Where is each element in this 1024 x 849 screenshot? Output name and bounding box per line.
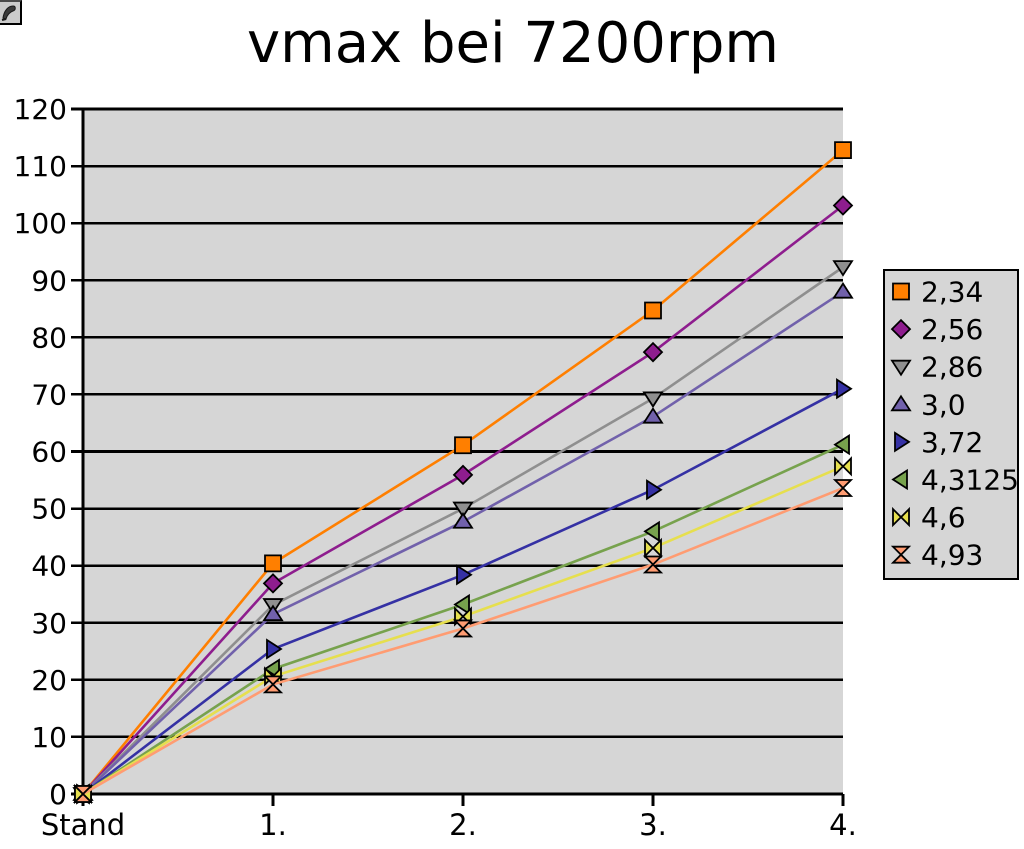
data-point-marker-4,3125 — [643, 520, 660, 543]
x-axis-label: 3. — [639, 808, 667, 842]
data-point-marker-4,93 — [832, 479, 854, 497]
y-axis-label: 80 — [31, 321, 67, 354]
legend-item-label: 2,86 — [921, 351, 983, 384]
data-point-marker-3,0 — [262, 604, 284, 622]
data-point-marker-2,86 — [452, 501, 474, 519]
data-point-marker-2,34 — [644, 301, 662, 320]
y-axis-label: 30 — [31, 607, 67, 640]
y-axis-label: 60 — [31, 436, 67, 469]
data-point-marker-4,93 — [452, 619, 474, 638]
data-point-marker-3,72 — [456, 564, 473, 586]
data-point-marker-4,93 — [642, 555, 664, 574]
legend-item: 4,93 — [890, 539, 983, 572]
x-axis-label: 2. — [449, 808, 477, 842]
legend-item-label: 3,0 — [921, 388, 966, 421]
data-point-marker-4,6 — [834, 456, 852, 477]
legend-item: 4,6 — [892, 501, 966, 534]
data-point-marker-2,86 — [642, 391, 664, 409]
y-axis-label: 100 — [14, 207, 67, 240]
data-point-marker-4,93 — [262, 675, 284, 694]
data-point-marker-4,3125 — [833, 434, 850, 456]
broken-image-icon — [0, 0, 22, 25]
y-axis-label: 50 — [31, 493, 67, 526]
legend-item-label: 4,3125 — [921, 464, 1019, 497]
legend-marker-square-icon — [892, 282, 910, 301]
legend-marker-hourglass-icon — [890, 545, 912, 564]
data-point-marker-2,34 — [454, 436, 472, 455]
x-axis-label: 4. — [829, 808, 857, 842]
x-axis-label: Stand — [41, 808, 125, 842]
data-point-marker-4,6 — [644, 537, 662, 559]
y-axis-label: 110 — [14, 150, 67, 183]
legend-item-label: 2,34 — [921, 276, 983, 309]
legend-item-label: 4,93 — [921, 539, 983, 572]
y-axis-label: 70 — [31, 378, 67, 411]
legend-marker-diamond-icon — [890, 318, 912, 340]
legend-item: 3,0 — [890, 388, 966, 421]
data-point-marker-2,56 — [262, 573, 284, 594]
legend-marker-bowtie-icon — [892, 506, 910, 528]
data-point-marker-3,72 — [646, 479, 663, 501]
y-axis-label: 10 — [31, 721, 67, 754]
legend-marker-triangle-down-icon — [890, 359, 912, 377]
data-point-marker-3,0 — [832, 282, 854, 299]
legend-item-label: 4,6 — [921, 501, 966, 534]
data-point-marker-2,56 — [832, 195, 854, 216]
data-point-marker-2,86 — [832, 260, 854, 277]
y-axis-label: 40 — [31, 550, 67, 583]
data-point-marker-2,56 — [452, 464, 474, 486]
legend-item: 2,34 — [892, 276, 983, 309]
legend-box — [882, 268, 1020, 581]
data-point-marker-3,0 — [452, 512, 474, 529]
data-point-marker-4,3125 — [453, 593, 470, 616]
legend-item: 3,72 — [894, 426, 983, 459]
data-point-marker-4,93 — [72, 785, 94, 803]
y-axis-label: 20 — [31, 664, 67, 697]
data-point-marker-2,34 — [264, 554, 282, 573]
legend-item: 2,86 — [890, 351, 983, 384]
data-point-marker-3,72 — [836, 378, 853, 400]
legend-item: 4,3125 — [891, 464, 1019, 497]
legend-item: 2,56 — [890, 313, 983, 346]
data-point-marker-3,72 — [266, 638, 283, 660]
data-point-marker-2,56 — [642, 341, 664, 363]
legend-item-label: 3,72 — [921, 426, 983, 459]
chart-title: vmax bei 7200rpm — [247, 11, 779, 76]
data-point-marker-3,0 — [642, 407, 664, 424]
x-axis-label: 1. — [259, 808, 287, 842]
legend-item-label: 2,56 — [921, 313, 983, 346]
y-axis-label: 90 — [31, 264, 67, 297]
legend-marker-triangle-up-icon — [890, 394, 912, 412]
data-point-marker-2,34 — [834, 141, 852, 160]
y-axis-label: 0 — [49, 778, 67, 811]
legend-marker-triangle-left-icon — [891, 468, 908, 491]
legend-marker-triangle-right-icon — [894, 431, 911, 453]
y-axis-label: 120 — [14, 93, 67, 126]
